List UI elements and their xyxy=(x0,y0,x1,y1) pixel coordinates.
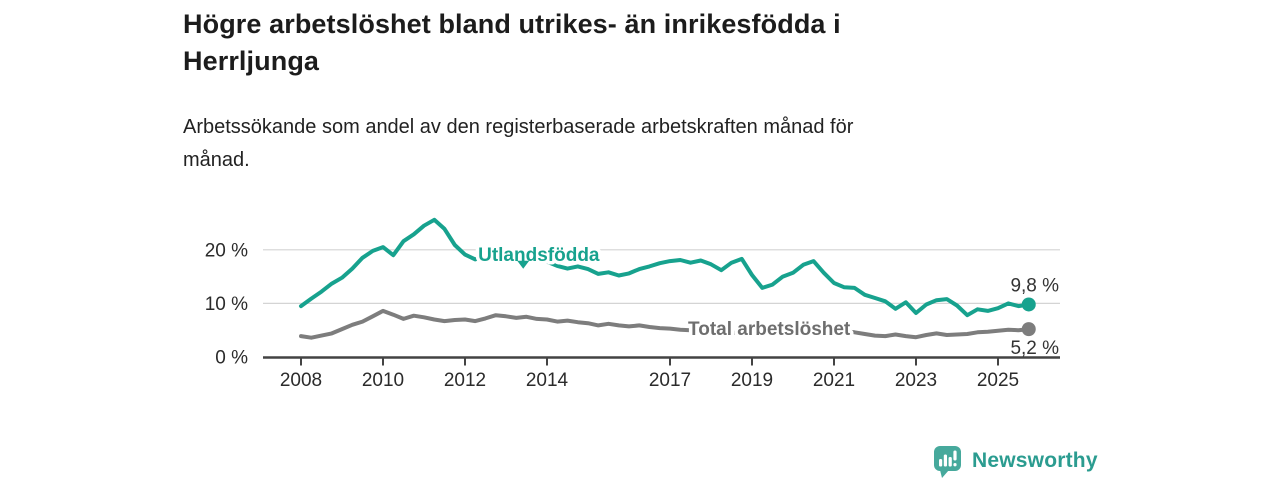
series-label-total-arbetsloshet: Total arbetslöshet xyxy=(688,319,851,340)
chart-subtitle: Arbetssökande som andel av den registerb… xyxy=(183,111,853,177)
chart-title-line-2: Herrljunga xyxy=(183,46,320,76)
series-label-utlandsfodda: Utlandsfödda xyxy=(478,245,600,266)
total-arbetsloshet-end-dot xyxy=(1021,322,1036,337)
y-tick-label-0: 0 % xyxy=(215,348,248,369)
triangle-down-icon xyxy=(517,260,530,269)
newsworthy-logo: Newsworthy xyxy=(933,445,1098,479)
utlandsfodda-end-label: 9,8 % xyxy=(1010,275,1059,296)
x-tick-label-2021: 2021 xyxy=(813,370,855,391)
y-tick-label-20: 20 % xyxy=(205,240,248,261)
utlandsfodda-end-dot xyxy=(1021,297,1036,312)
newsworthy-logo-icon xyxy=(934,446,961,478)
chart-subtitle-line-1: Arbetssökande som andel av den registerb… xyxy=(183,116,854,138)
series-line-total-arbetsloshet xyxy=(299,308,1031,340)
x-tick-label-2023: 2023 xyxy=(895,370,937,391)
y-tick-label-10: 10 % xyxy=(205,294,248,315)
x-tick-label-2019: 2019 xyxy=(731,370,773,391)
x-tick-label-2012: 2012 xyxy=(444,370,486,391)
total-arbetsloshet-end-label: 5,2 % xyxy=(1010,338,1059,359)
x-tick-label-2008: 2008 xyxy=(280,370,322,391)
x-tick-label-2010: 2010 xyxy=(362,370,404,391)
x-tick-label-2025: 2025 xyxy=(977,370,1019,391)
x-tick-label-2014: 2014 xyxy=(526,370,569,391)
newsworthy-logo-text: Newsworthy xyxy=(972,449,1098,472)
x-tick-label-2017: 2017 xyxy=(649,370,691,391)
chart-title-line-1: Högre arbetslöshet bland utrikes- än inr… xyxy=(183,9,841,39)
chart-title: Högre arbetslöshet bland utrikes- än inr… xyxy=(183,6,841,80)
chart-subtitle-line-2: månad. xyxy=(183,149,250,171)
series-line-utlandsfodda xyxy=(299,217,1031,318)
